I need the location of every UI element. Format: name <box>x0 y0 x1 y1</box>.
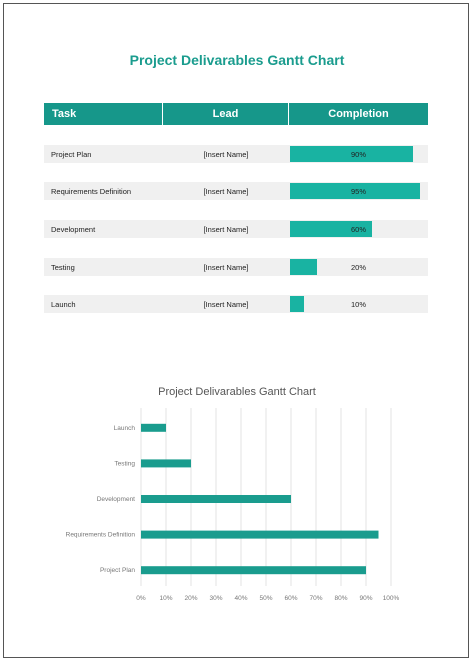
table-row: Requirements Definition [Insert Name] 95… <box>44 182 428 200</box>
chart-bar <box>141 423 166 432</box>
x-tick-label: 20% <box>184 595 197 602</box>
x-tick-label: 50% <box>259 595 272 602</box>
chart-bar <box>141 530 379 539</box>
x-tick-label: 60% <box>284 595 297 602</box>
chart-title: Project Delivarables Gantt Chart <box>158 386 316 398</box>
completion-bar <box>290 296 304 312</box>
completion-label: 90% <box>350 149 366 159</box>
table-row: Project Plan [Insert Name] 90% <box>44 145 428 163</box>
completion-label: 10% <box>350 299 366 309</box>
category-label: Project Plan <box>100 567 135 574</box>
completion-bar <box>290 259 317 275</box>
completion-cell: 10% <box>289 295 428 313</box>
task-cell: Testing <box>51 262 75 272</box>
lead-cell: [Insert Name] <box>203 186 249 196</box>
gantt-chart: 0% 10% 20% 30% 40% 50% 60% 70% 80% 90% 100% Launch T… <box>66 408 400 602</box>
x-tick-label: 70% <box>309 595 322 602</box>
x-tick-label: 10% <box>159 595 172 602</box>
x-tick-label: 40% <box>234 595 247 602</box>
x-tick-label: 100% <box>383 595 400 602</box>
task-cell: Development <box>51 224 96 234</box>
header-lead: Lead <box>163 103 289 125</box>
category-label: Launch <box>114 425 136 432</box>
category-label: Development <box>97 496 135 503</box>
table-row: Development [Insert Name] 60% <box>44 220 428 238</box>
x-tick-label: 80% <box>334 595 347 602</box>
category-label: Requirements Definition <box>66 532 136 539</box>
table-row: Testing [Insert Name] 20% <box>44 258 428 276</box>
chart-bar <box>141 459 191 468</box>
x-tick-label: 90% <box>359 595 372 602</box>
completion-bar <box>290 146 413 162</box>
lead-cell: [Insert Name] <box>203 262 249 272</box>
header-completion: Completion <box>328 108 389 120</box>
x-tick-label: 0% <box>136 595 146 602</box>
lead-cell: [Insert Name] <box>203 149 249 159</box>
completion-label: 95% <box>350 186 366 196</box>
completion-bar <box>290 221 372 237</box>
table-row: Launch [Insert Name] 10% <box>44 295 428 313</box>
lead-cell: [Insert Name] <box>203 224 249 234</box>
completion-label: 60% <box>350 224 366 234</box>
completion-label: 20% <box>350 262 366 272</box>
lead-cell: [Insert Name] <box>203 299 249 309</box>
header-task: Task <box>44 103 163 125</box>
x-tick-label: 30% <box>209 595 222 602</box>
task-cell: Launch <box>51 299 76 309</box>
completion-cell: 95% <box>289 182 428 200</box>
task-cell: Requirements Definition <box>51 186 132 196</box>
chart-bar <box>141 566 366 575</box>
completion-bar <box>290 183 420 199</box>
chart-bar <box>141 495 291 503</box>
category-label: Testing <box>114 460 135 467</box>
task-cell: Project Plan <box>51 149 92 159</box>
completion-cell: 60% <box>289 220 428 238</box>
table-header: Task Lead Completion <box>44 103 428 125</box>
completion-cell: 90% <box>289 145 428 163</box>
document-title: Project Delivarables Gantt Chart <box>129 52 345 68</box>
completion-cell: 20% <box>289 258 428 276</box>
